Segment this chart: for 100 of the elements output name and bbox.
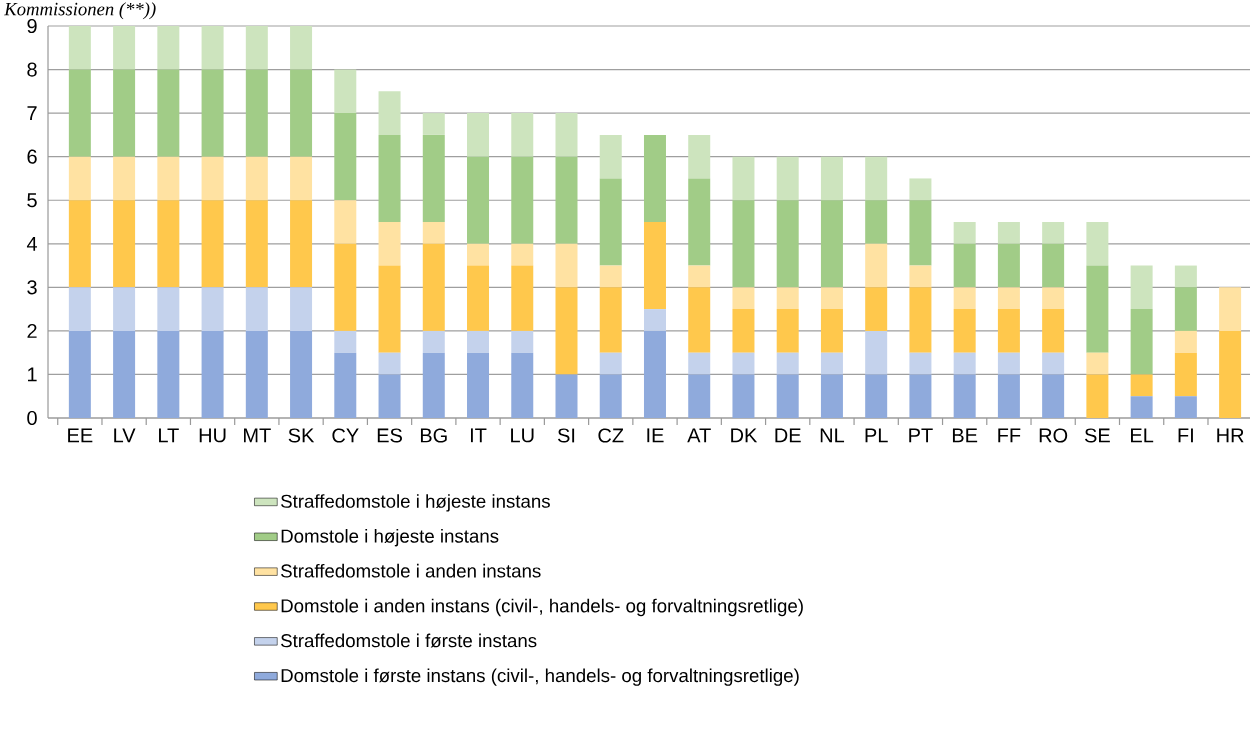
bar bbox=[865, 243, 888, 288]
bar bbox=[732, 200, 755, 288]
bar bbox=[732, 374, 755, 418]
bar bbox=[688, 265, 711, 288]
bar bbox=[467, 243, 490, 266]
bar bbox=[1174, 352, 1197, 397]
text: Kommissionen (**)) bbox=[4, 2, 156, 20]
bar bbox=[422, 243, 445, 331]
x-tick-label: LU bbox=[511, 428, 534, 443]
bar bbox=[245, 200, 268, 288]
bar bbox=[820, 309, 843, 353]
bar bbox=[245, 26, 268, 70]
bar bbox=[953, 287, 976, 310]
bar bbox=[290, 156, 313, 201]
bar bbox=[334, 69, 357, 114]
x-tick-label: DK bbox=[731, 428, 758, 443]
bar bbox=[865, 330, 888, 375]
bar bbox=[555, 374, 578, 418]
bar bbox=[865, 200, 888, 244]
bar bbox=[511, 330, 534, 353]
bar bbox=[776, 287, 799, 310]
y-tick-label: 8 bbox=[27, 62, 37, 77]
x-tick-label: PL bbox=[865, 428, 888, 443]
bar bbox=[909, 287, 932, 353]
bar bbox=[997, 374, 1020, 418]
x-tick-label: FF bbox=[998, 428, 1021, 443]
bar bbox=[776, 309, 799, 353]
x-tick-label: IE bbox=[647, 428, 664, 443]
bar bbox=[1042, 222, 1065, 244]
x-tick-label: PT bbox=[909, 428, 933, 443]
bar bbox=[113, 156, 136, 201]
bar bbox=[68, 330, 91, 418]
y-tick-label: 2 bbox=[27, 323, 37, 338]
bar bbox=[820, 287, 843, 310]
bar bbox=[334, 243, 357, 331]
bar bbox=[511, 113, 534, 157]
bar bbox=[997, 352, 1020, 375]
bar bbox=[865, 374, 888, 418]
bar bbox=[245, 287, 268, 331]
y-tick-label: 3 bbox=[27, 280, 37, 295]
bar bbox=[599, 374, 622, 418]
bar bbox=[1086, 352, 1109, 375]
y-tick-label: 1 bbox=[28, 367, 37, 382]
x-tick-label: HR bbox=[1217, 428, 1244, 443]
bar bbox=[732, 352, 755, 375]
x-tick-label: BE bbox=[952, 428, 978, 443]
y-tick-label: 9 bbox=[27, 18, 37, 34]
bar bbox=[157, 26, 180, 70]
bar bbox=[68, 156, 91, 201]
bar bbox=[201, 200, 224, 288]
legend-label: Straffedomstole i anden instans bbox=[281, 563, 541, 578]
bar bbox=[422, 222, 445, 244]
bar bbox=[555, 113, 578, 157]
bar bbox=[865, 156, 888, 201]
x-tick-label: BG bbox=[420, 428, 447, 443]
bar bbox=[1086, 374, 1109, 418]
bar bbox=[1174, 330, 1197, 353]
bar bbox=[68, 26, 91, 70]
bar bbox=[865, 287, 888, 331]
bar bbox=[1174, 265, 1197, 288]
bar bbox=[732, 287, 755, 310]
x-tick-label: EL bbox=[1131, 428, 1154, 443]
bar bbox=[820, 374, 843, 418]
bar bbox=[776, 374, 799, 418]
bar bbox=[732, 309, 755, 353]
bar bbox=[378, 91, 401, 135]
bar bbox=[245, 330, 268, 418]
bar bbox=[467, 113, 490, 157]
bar bbox=[113, 200, 136, 288]
bar bbox=[290, 26, 313, 70]
bar bbox=[1219, 287, 1242, 331]
bar bbox=[997, 243, 1020, 288]
bar bbox=[909, 265, 932, 288]
bar bbox=[1042, 243, 1065, 288]
bar bbox=[555, 243, 578, 288]
bar bbox=[688, 134, 711, 179]
bar bbox=[157, 287, 180, 331]
bar bbox=[688, 352, 711, 375]
bar bbox=[909, 200, 932, 266]
bar bbox=[1042, 287, 1065, 310]
x-tick-label: LT bbox=[159, 428, 179, 443]
bar bbox=[1042, 374, 1065, 418]
bar bbox=[290, 330, 313, 418]
bar bbox=[467, 156, 490, 244]
bar bbox=[1130, 309, 1153, 375]
x-tick-label: ES bbox=[377, 428, 402, 443]
bar bbox=[378, 352, 401, 375]
bar bbox=[511, 243, 534, 266]
x-tick-label: CZ bbox=[598, 428, 624, 443]
x-tick-label: DE bbox=[775, 428, 801, 443]
x-tick-label: AT bbox=[687, 428, 711, 443]
bar bbox=[290, 287, 313, 331]
x-tick-label: NL bbox=[820, 428, 845, 443]
bar bbox=[1219, 330, 1242, 418]
bar bbox=[157, 200, 180, 288]
legend-label: Domstole i højeste instans bbox=[281, 529, 499, 547]
bar bbox=[953, 309, 976, 353]
bar bbox=[378, 265, 401, 353]
legend-label: Straffedomstole i første instans bbox=[281, 633, 537, 648]
bar bbox=[643, 222, 666, 310]
